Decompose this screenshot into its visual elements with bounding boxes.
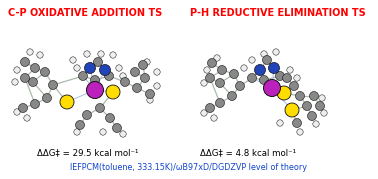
Circle shape: [313, 121, 319, 127]
Circle shape: [20, 57, 29, 67]
Circle shape: [110, 52, 116, 58]
Circle shape: [211, 115, 217, 121]
Circle shape: [121, 78, 130, 86]
Circle shape: [147, 97, 153, 103]
Circle shape: [297, 129, 303, 135]
Circle shape: [277, 120, 283, 126]
Circle shape: [154, 83, 160, 89]
Circle shape: [217, 66, 226, 74]
Circle shape: [263, 79, 280, 96]
Circle shape: [241, 65, 247, 71]
Circle shape: [316, 101, 324, 110]
Circle shape: [84, 51, 90, 57]
Circle shape: [282, 74, 291, 83]
Circle shape: [321, 110, 327, 116]
Circle shape: [254, 64, 265, 76]
Circle shape: [105, 113, 115, 122]
Circle shape: [293, 118, 302, 127]
Circle shape: [287, 67, 293, 73]
Circle shape: [130, 67, 139, 76]
Circle shape: [206, 74, 214, 83]
Circle shape: [19, 103, 28, 112]
Circle shape: [201, 80, 207, 86]
Circle shape: [249, 57, 255, 63]
Circle shape: [37, 52, 43, 58]
Circle shape: [85, 62, 96, 74]
Text: P-H REDUCTIVE ELIMINATION TS: P-H REDUCTIVE ELIMINATION TS: [190, 8, 366, 18]
Circle shape: [285, 103, 299, 117]
Circle shape: [28, 78, 37, 86]
Circle shape: [40, 67, 50, 76]
Circle shape: [133, 83, 141, 93]
Circle shape: [273, 49, 279, 55]
Circle shape: [98, 51, 104, 57]
Circle shape: [99, 64, 110, 76]
Circle shape: [74, 129, 80, 135]
Circle shape: [104, 71, 113, 81]
Circle shape: [79, 71, 87, 81]
Circle shape: [93, 57, 102, 67]
Text: IEFPCM(toluene, 333.15K)/ωB97xD/DGDZVP level of theory: IEFPCM(toluene, 333.15K)/ωB97xD/DGDZVP l…: [71, 163, 307, 172]
Circle shape: [208, 59, 217, 67]
Circle shape: [141, 74, 150, 83]
Circle shape: [319, 95, 325, 101]
Circle shape: [307, 112, 316, 120]
Circle shape: [215, 98, 225, 108]
Circle shape: [235, 81, 245, 91]
Circle shape: [290, 81, 299, 91]
Circle shape: [204, 67, 210, 73]
Circle shape: [268, 62, 279, 74]
Circle shape: [138, 61, 147, 69]
Circle shape: [24, 115, 30, 121]
Circle shape: [228, 91, 237, 100]
Circle shape: [262, 55, 271, 64]
Circle shape: [96, 103, 104, 112]
Circle shape: [296, 91, 305, 100]
Circle shape: [106, 85, 120, 99]
Circle shape: [154, 69, 160, 75]
Circle shape: [87, 81, 104, 98]
Circle shape: [100, 129, 106, 135]
Circle shape: [82, 110, 91, 120]
Circle shape: [214, 55, 220, 61]
Text: ΔΔG‡ = 4.8 kcal mol⁻¹: ΔΔG‡ = 4.8 kcal mol⁻¹: [200, 148, 296, 157]
Circle shape: [206, 103, 214, 112]
Circle shape: [201, 110, 207, 116]
Circle shape: [31, 64, 39, 72]
Circle shape: [120, 131, 126, 137]
Circle shape: [42, 93, 51, 103]
Circle shape: [14, 67, 20, 73]
Circle shape: [74, 65, 80, 71]
Circle shape: [229, 69, 239, 79]
Circle shape: [48, 81, 57, 90]
Circle shape: [14, 109, 20, 115]
Circle shape: [60, 95, 74, 109]
Circle shape: [90, 76, 99, 84]
Circle shape: [27, 49, 33, 55]
Circle shape: [31, 100, 39, 108]
Circle shape: [294, 75, 300, 81]
Circle shape: [120, 73, 126, 79]
Circle shape: [276, 71, 285, 81]
Text: C-P OXIDATIVE ADDITION TS: C-P OXIDATIVE ADDITION TS: [8, 8, 162, 18]
Circle shape: [12, 79, 18, 85]
Circle shape: [248, 74, 257, 83]
Circle shape: [261, 51, 267, 57]
Circle shape: [144, 59, 150, 65]
Circle shape: [113, 124, 121, 132]
Circle shape: [76, 120, 85, 129]
Circle shape: [277, 86, 291, 100]
Circle shape: [310, 91, 319, 100]
Text: ΔΔG‡ = 29.5 kcal mol⁻¹: ΔΔG‡ = 29.5 kcal mol⁻¹: [37, 148, 139, 157]
Circle shape: [70, 57, 76, 63]
Circle shape: [260, 76, 268, 84]
Circle shape: [302, 101, 311, 110]
Circle shape: [20, 74, 29, 83]
Circle shape: [116, 65, 122, 71]
Circle shape: [215, 79, 225, 88]
Circle shape: [146, 90, 155, 98]
